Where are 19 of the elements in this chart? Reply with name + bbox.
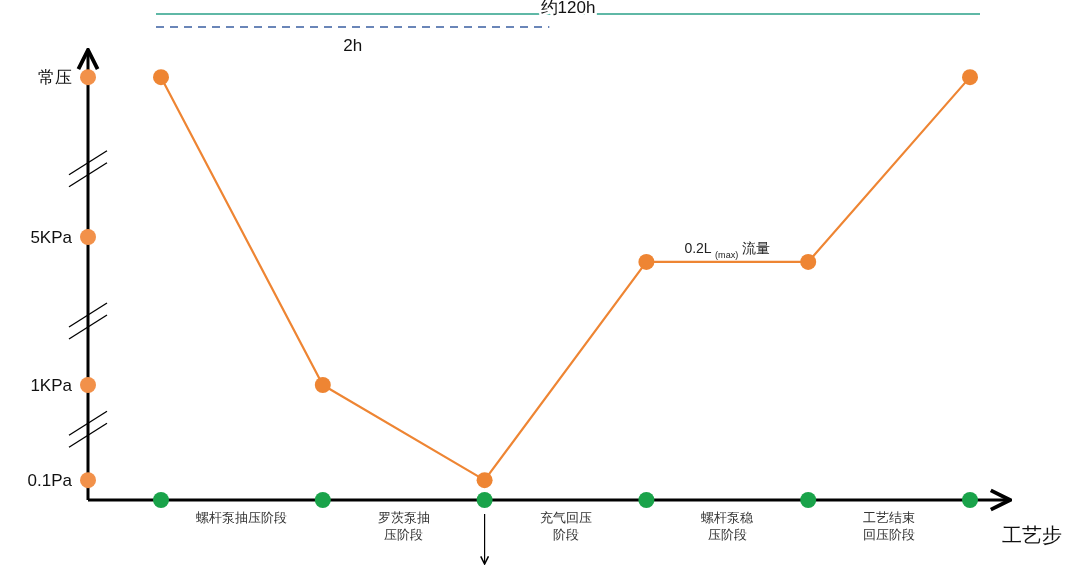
x-axis-title: 工艺步 <box>1002 524 1062 546</box>
text: 5KPa <box>30 227 73 247</box>
point <box>476 472 493 489</box>
text: 1KPa <box>30 375 73 395</box>
text: 2h <box>343 36 363 55</box>
annotation: 0.2L $_{(max)}$ 流量 <box>684 239 771 260</box>
point <box>638 253 655 270</box>
text: 螺杆泵稳压阶段 <box>701 510 754 542</box>
text: 充气回压阶段 <box>539 510 592 542</box>
point <box>962 69 978 86</box>
text: 0.1Pa <box>27 471 73 491</box>
text: 约120h <box>540 0 596 17</box>
point <box>314 376 331 393</box>
text: 常压 <box>38 68 72 88</box>
text: 螺杆泵抽压阶段 <box>196 510 288 525</box>
text: 工艺结束回压阶段 <box>863 510 916 542</box>
point <box>800 253 817 270</box>
text: 罗茨泵抽压阶段 <box>377 510 430 542</box>
point <box>153 69 169 86</box>
